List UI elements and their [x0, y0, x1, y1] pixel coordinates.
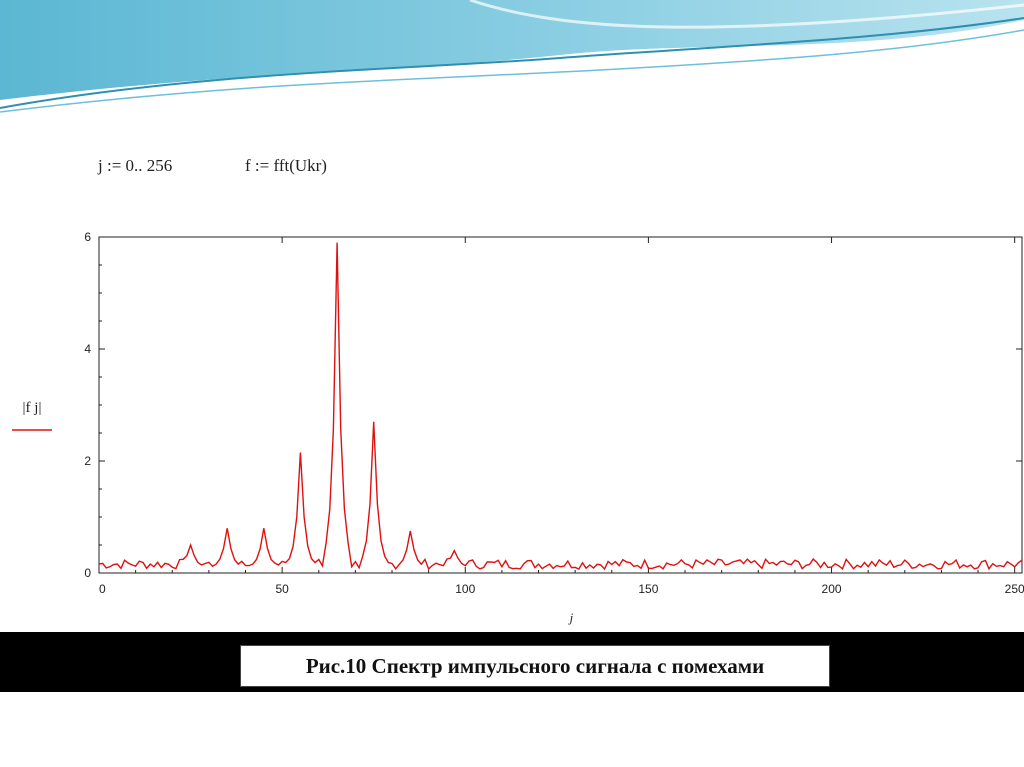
x-axis-label: j — [568, 610, 574, 625]
y-tick-label: 2 — [84, 454, 91, 468]
x-tick-label: 150 — [638, 582, 658, 596]
range-definition: j := 0.. 256 — [98, 156, 173, 175]
x-tick-label: 100 — [455, 582, 475, 596]
x-tick-label: 50 — [275, 582, 289, 596]
y-tick-label: 6 — [84, 230, 91, 244]
mathcad-worksheet — [0, 115, 1024, 633]
y-axis-label: |f j| — [23, 400, 42, 416]
fft-definition: f := fft(Ukr) — [245, 156, 327, 175]
slide-bottom — [0, 692, 1024, 767]
x-tick-label: 0 — [99, 582, 106, 596]
x-tick-label: 200 — [822, 582, 842, 596]
figure-caption: Рис.10 Спектр импульсного сигнала с поме… — [240, 645, 830, 687]
x-tick-label: 250 — [1005, 582, 1024, 596]
plot-frame — [98, 236, 1023, 574]
spectrum-chart: 0 50 100 150 200 250 0 2 4 6 j |f j| — [12, 230, 1024, 625]
y-tick-label: 0 — [84, 566, 91, 580]
y-tick-label: 4 — [84, 342, 91, 356]
spectrum-series-line — [98, 242, 1023, 571]
